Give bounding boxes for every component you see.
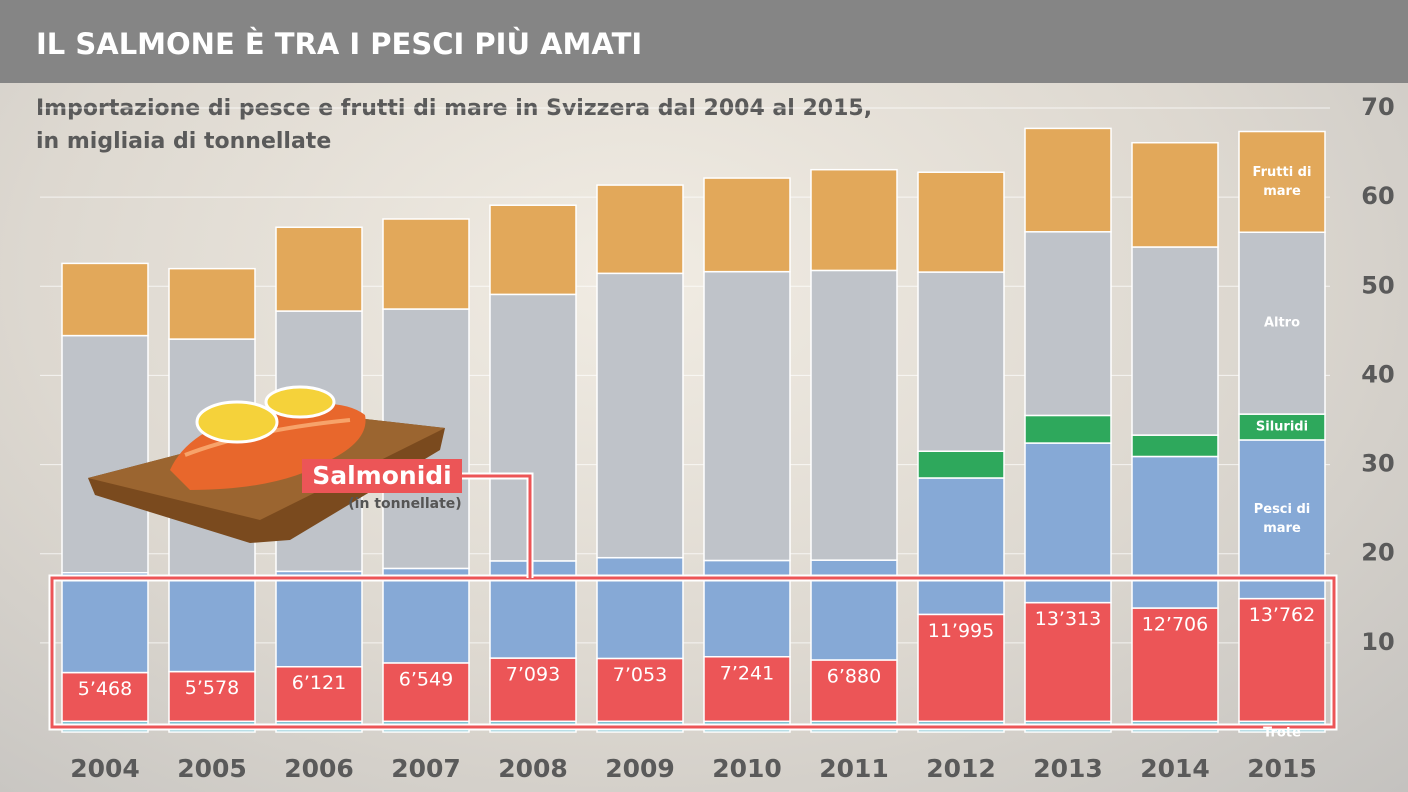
chart-subtitle: in migliaia di tonnellate	[36, 129, 331, 154]
x-tick-label: 2006	[284, 754, 354, 783]
x-tick-label: 2008	[498, 754, 568, 783]
bar-segment	[1024, 414, 1112, 444]
annotation: (in tonnellate)	[348, 496, 461, 512]
bar-segment	[703, 270, 791, 562]
x-tick-label: 2004	[70, 754, 140, 783]
y-tick-label: 30	[1361, 450, 1394, 478]
series-label: Salmonidi	[312, 461, 452, 490]
bar-segment	[61, 262, 149, 337]
bar-segment	[917, 613, 1005, 723]
bar-segment	[596, 556, 684, 660]
bar-segment	[489, 204, 577, 296]
bar-segment	[810, 269, 898, 561]
bar-segment	[917, 271, 1005, 452]
value-label: 13’313	[1035, 608, 1101, 630]
bar-segment	[61, 671, 149, 723]
bar-segment	[917, 450, 1005, 479]
bar-segment	[275, 570, 363, 668]
bar-segment	[1131, 607, 1219, 723]
series-label: Frutti di mare	[1252, 164, 1312, 199]
y-tick-label: 70	[1361, 93, 1394, 121]
header-band	[0, 0, 1408, 83]
value-label: 11’995	[928, 620, 994, 642]
bar-segment	[382, 218, 470, 310]
x-tick-label: 2009	[605, 754, 675, 783]
bar-segment	[1024, 127, 1112, 233]
bar-segment	[703, 177, 791, 273]
value-label: 6’880	[827, 665, 881, 687]
bar-segment	[275, 665, 363, 723]
bar-segment	[1131, 455, 1219, 609]
x-tick-label: 2011	[819, 754, 889, 783]
y-tick-label: 20	[1361, 539, 1394, 567]
x-tick-label: 2012	[926, 754, 996, 783]
value-label: 7’053	[613, 664, 667, 686]
bar-segment	[1131, 246, 1219, 436]
bar-segment	[275, 226, 363, 312]
value-label: 13’762	[1249, 604, 1315, 626]
bar-segment	[917, 477, 1005, 616]
chart-title: IL SALMONE È TRA I PESCI PIÙ AMATI	[36, 27, 642, 61]
series-label: Trote	[1263, 725, 1301, 741]
value-label: 6’121	[292, 672, 346, 694]
bar-segment	[1238, 413, 1326, 441]
bar-segment	[596, 272, 684, 559]
y-tick-label: 10	[1361, 628, 1394, 656]
bar-segment	[1131, 434, 1219, 458]
value-label: 5’578	[185, 677, 239, 699]
bar-segment	[810, 659, 898, 723]
bar-segment	[61, 571, 149, 674]
bar-segment	[1238, 130, 1326, 233]
value-label: 7’093	[506, 664, 560, 686]
value-label: 5’468	[78, 678, 132, 700]
bar-segment	[810, 168, 898, 272]
x-tick-label: 2010	[712, 754, 782, 783]
bar-segment	[596, 184, 684, 275]
salmon-illustration	[88, 385, 445, 543]
bar-segment	[168, 267, 256, 340]
bar-segment	[61, 334, 149, 574]
bar-segment	[917, 171, 1005, 273]
x-tick-label: 2015	[1247, 754, 1317, 783]
y-tick-label: 40	[1361, 360, 1394, 388]
x-tick-label: 2005	[177, 754, 247, 783]
x-tick-label: 2014	[1140, 754, 1210, 783]
value-label: 7’241	[720, 662, 774, 684]
bar-segment	[489, 657, 577, 723]
bar-segment	[703, 656, 791, 723]
x-tick-label: 2013	[1033, 754, 1103, 783]
value-label: 6’549	[399, 668, 453, 690]
y-tick-label: 50	[1361, 271, 1394, 299]
bar-segment	[1238, 231, 1326, 415]
x-tick-label: 2007	[391, 754, 461, 783]
bar-segment	[382, 567, 470, 664]
series-label: Pesci di mare	[1253, 502, 1311, 537]
y-tick-label: 60	[1361, 182, 1394, 210]
value-label: 12’706	[1142, 614, 1208, 636]
bar-segment	[1024, 231, 1112, 417]
series-label: Siluridi	[1255, 419, 1309, 435]
bar-segment	[168, 575, 256, 673]
bar-segment	[1131, 141, 1219, 248]
series-label: Altro	[1263, 315, 1301, 331]
salmonidi-callout: Salmonidi (in tonnellate)	[48, 459, 1338, 731]
